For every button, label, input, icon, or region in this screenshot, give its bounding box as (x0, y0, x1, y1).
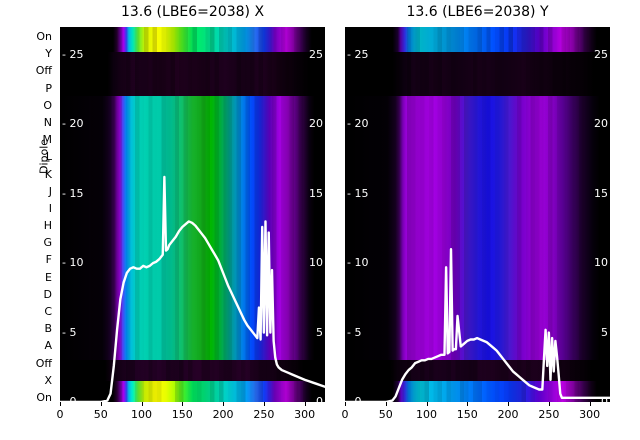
category-tick-left: Y (45, 47, 52, 61)
x-tick-mark (141, 402, 143, 406)
heatmap-band-main (60, 96, 325, 361)
x-tick-label: 200 (497, 408, 519, 421)
heatmap-panel-x[interactable]: - 25 25 - 20 20 - 15 15 - 10 10 - 5 5 - 0 0 (60, 27, 325, 402)
category-tick-left: O (43, 98, 52, 112)
inner-y-tick-label: - 20 (62, 117, 84, 131)
category-tick-left: E (45, 270, 52, 284)
category-tick-left: Off (35, 64, 52, 78)
inner-y-tick-label: - 10 (62, 256, 84, 270)
inner-y-tick-label: - 5 (347, 325, 362, 339)
heatmap-band-main (345, 96, 610, 361)
heatmap-band-bottom-strip (60, 381, 325, 402)
x-tick-mark (100, 402, 102, 406)
inner-y-tick-label: 15 (594, 186, 608, 200)
heatmap-band-gap-dark-2 (60, 360, 325, 382)
x-tick-label: 50 (93, 408, 108, 421)
inner-y-tick-label: 20 (594, 117, 608, 131)
x-tick-mark (426, 402, 428, 406)
category-tick-left: J (48, 184, 52, 198)
x-tick-label: 300 (294, 408, 316, 421)
category-tick-left: C (44, 305, 52, 319)
inner-y-tick-label: - 0 (62, 395, 77, 402)
category-tick-left: B (44, 322, 52, 336)
inner-y-tick-label: 25 (594, 47, 608, 61)
inner-y-tick-label: 10 (309, 256, 323, 270)
x-tick-label: 250 (253, 408, 275, 421)
inner-y-tick-label: 10 (594, 256, 608, 270)
x-tick-mark (223, 402, 225, 406)
x-axis-panel-y: 0 50 100 150 200 250 300 (341, 402, 610, 436)
category-tick-left: G (43, 236, 52, 250)
inner-y-tick-label: 25 (309, 47, 323, 61)
inner-y-tick-label: 15 (309, 186, 323, 200)
x-tick-mark (589, 402, 591, 406)
inner-y-tick-label: 5 (316, 325, 323, 339)
x-tick-mark (508, 402, 510, 406)
x-tick-mark (182, 402, 184, 406)
profile-trace-y (345, 248, 610, 402)
category-tick-left: N (43, 115, 52, 129)
category-tick-left: I (48, 201, 52, 215)
category-tick-left: K (44, 167, 52, 181)
x-tick-label: 150 (456, 408, 478, 421)
heatmap-band-bottom-strip (345, 381, 610, 402)
x-tick-label: 100 (416, 408, 438, 421)
inner-y-tick-label: - 25 (62, 47, 84, 61)
x-tick-mark (467, 402, 469, 406)
x-tick-label: 0 (56, 408, 64, 421)
inner-y-tick-label: 0 (316, 395, 323, 402)
heatmap-band-top-strip (60, 27, 325, 52)
category-tick-left: M (42, 133, 53, 147)
category-tick-left: D (43, 287, 52, 301)
x-tick-label: 0 (341, 408, 349, 421)
inner-y-tick-label: - 15 (62, 186, 84, 200)
category-tick-left: F (45, 253, 52, 267)
category-tick-left: A (44, 339, 52, 353)
x-tick-mark (548, 402, 550, 406)
x-tick-label: 200 (212, 408, 234, 421)
profile-line (345, 248, 610, 402)
category-tick-left: Off (35, 356, 52, 370)
x-tick-mark (304, 402, 306, 406)
x-tick-label: 300 (579, 408, 601, 421)
heatmap-band-gap-dark (60, 52, 325, 97)
panel-title-y: 13.6 (LBE6=2038) Y (406, 4, 549, 20)
inner-y-tick-label: - 5 (62, 325, 77, 339)
x-tick-mark (263, 402, 265, 406)
heatmap-band-top-strip (345, 27, 610, 52)
x-tick-label: 50 (378, 408, 393, 421)
category-tick-left: On (36, 30, 52, 43)
profile-trace-x (60, 175, 325, 402)
inner-y-tick-label: - 15 (347, 186, 369, 200)
x-tick-label: 100 (131, 408, 153, 421)
category-tick-left: On (36, 391, 52, 404)
x-tick-label: 150 (171, 408, 193, 421)
x-axis-panel-x: 0 50 100 150 200 250 300 (56, 402, 325, 436)
inner-y-tick-label: - 0 (347, 395, 362, 402)
panel-title-x: 13.6 (LBE6=2038) X (120, 4, 265, 20)
x-tick-mark (345, 402, 346, 406)
inner-y-tick-label: - 10 (347, 256, 369, 270)
x-tick-label: 250 (538, 408, 560, 421)
inner-y-tick-label: 5 (601, 325, 608, 339)
category-tick-left: X (44, 373, 52, 387)
inner-y-tick-label: - 25 (347, 47, 369, 61)
inner-y-tick-label: - 20 (347, 117, 369, 131)
x-tick-mark (60, 402, 61, 406)
category-axis-left: On Y Off P O N M L K J I H G F E D C B A Off X On (6, 27, 53, 404)
profile-line (60, 175, 325, 402)
inner-y-tick-label: 20 (309, 117, 323, 131)
category-tick-left: H (43, 219, 52, 233)
category-tick-left: P (45, 81, 52, 95)
heatmap-band-gap-dark (345, 52, 610, 97)
x-tick-mark (385, 402, 387, 406)
category-tick-left: L (45, 150, 52, 164)
